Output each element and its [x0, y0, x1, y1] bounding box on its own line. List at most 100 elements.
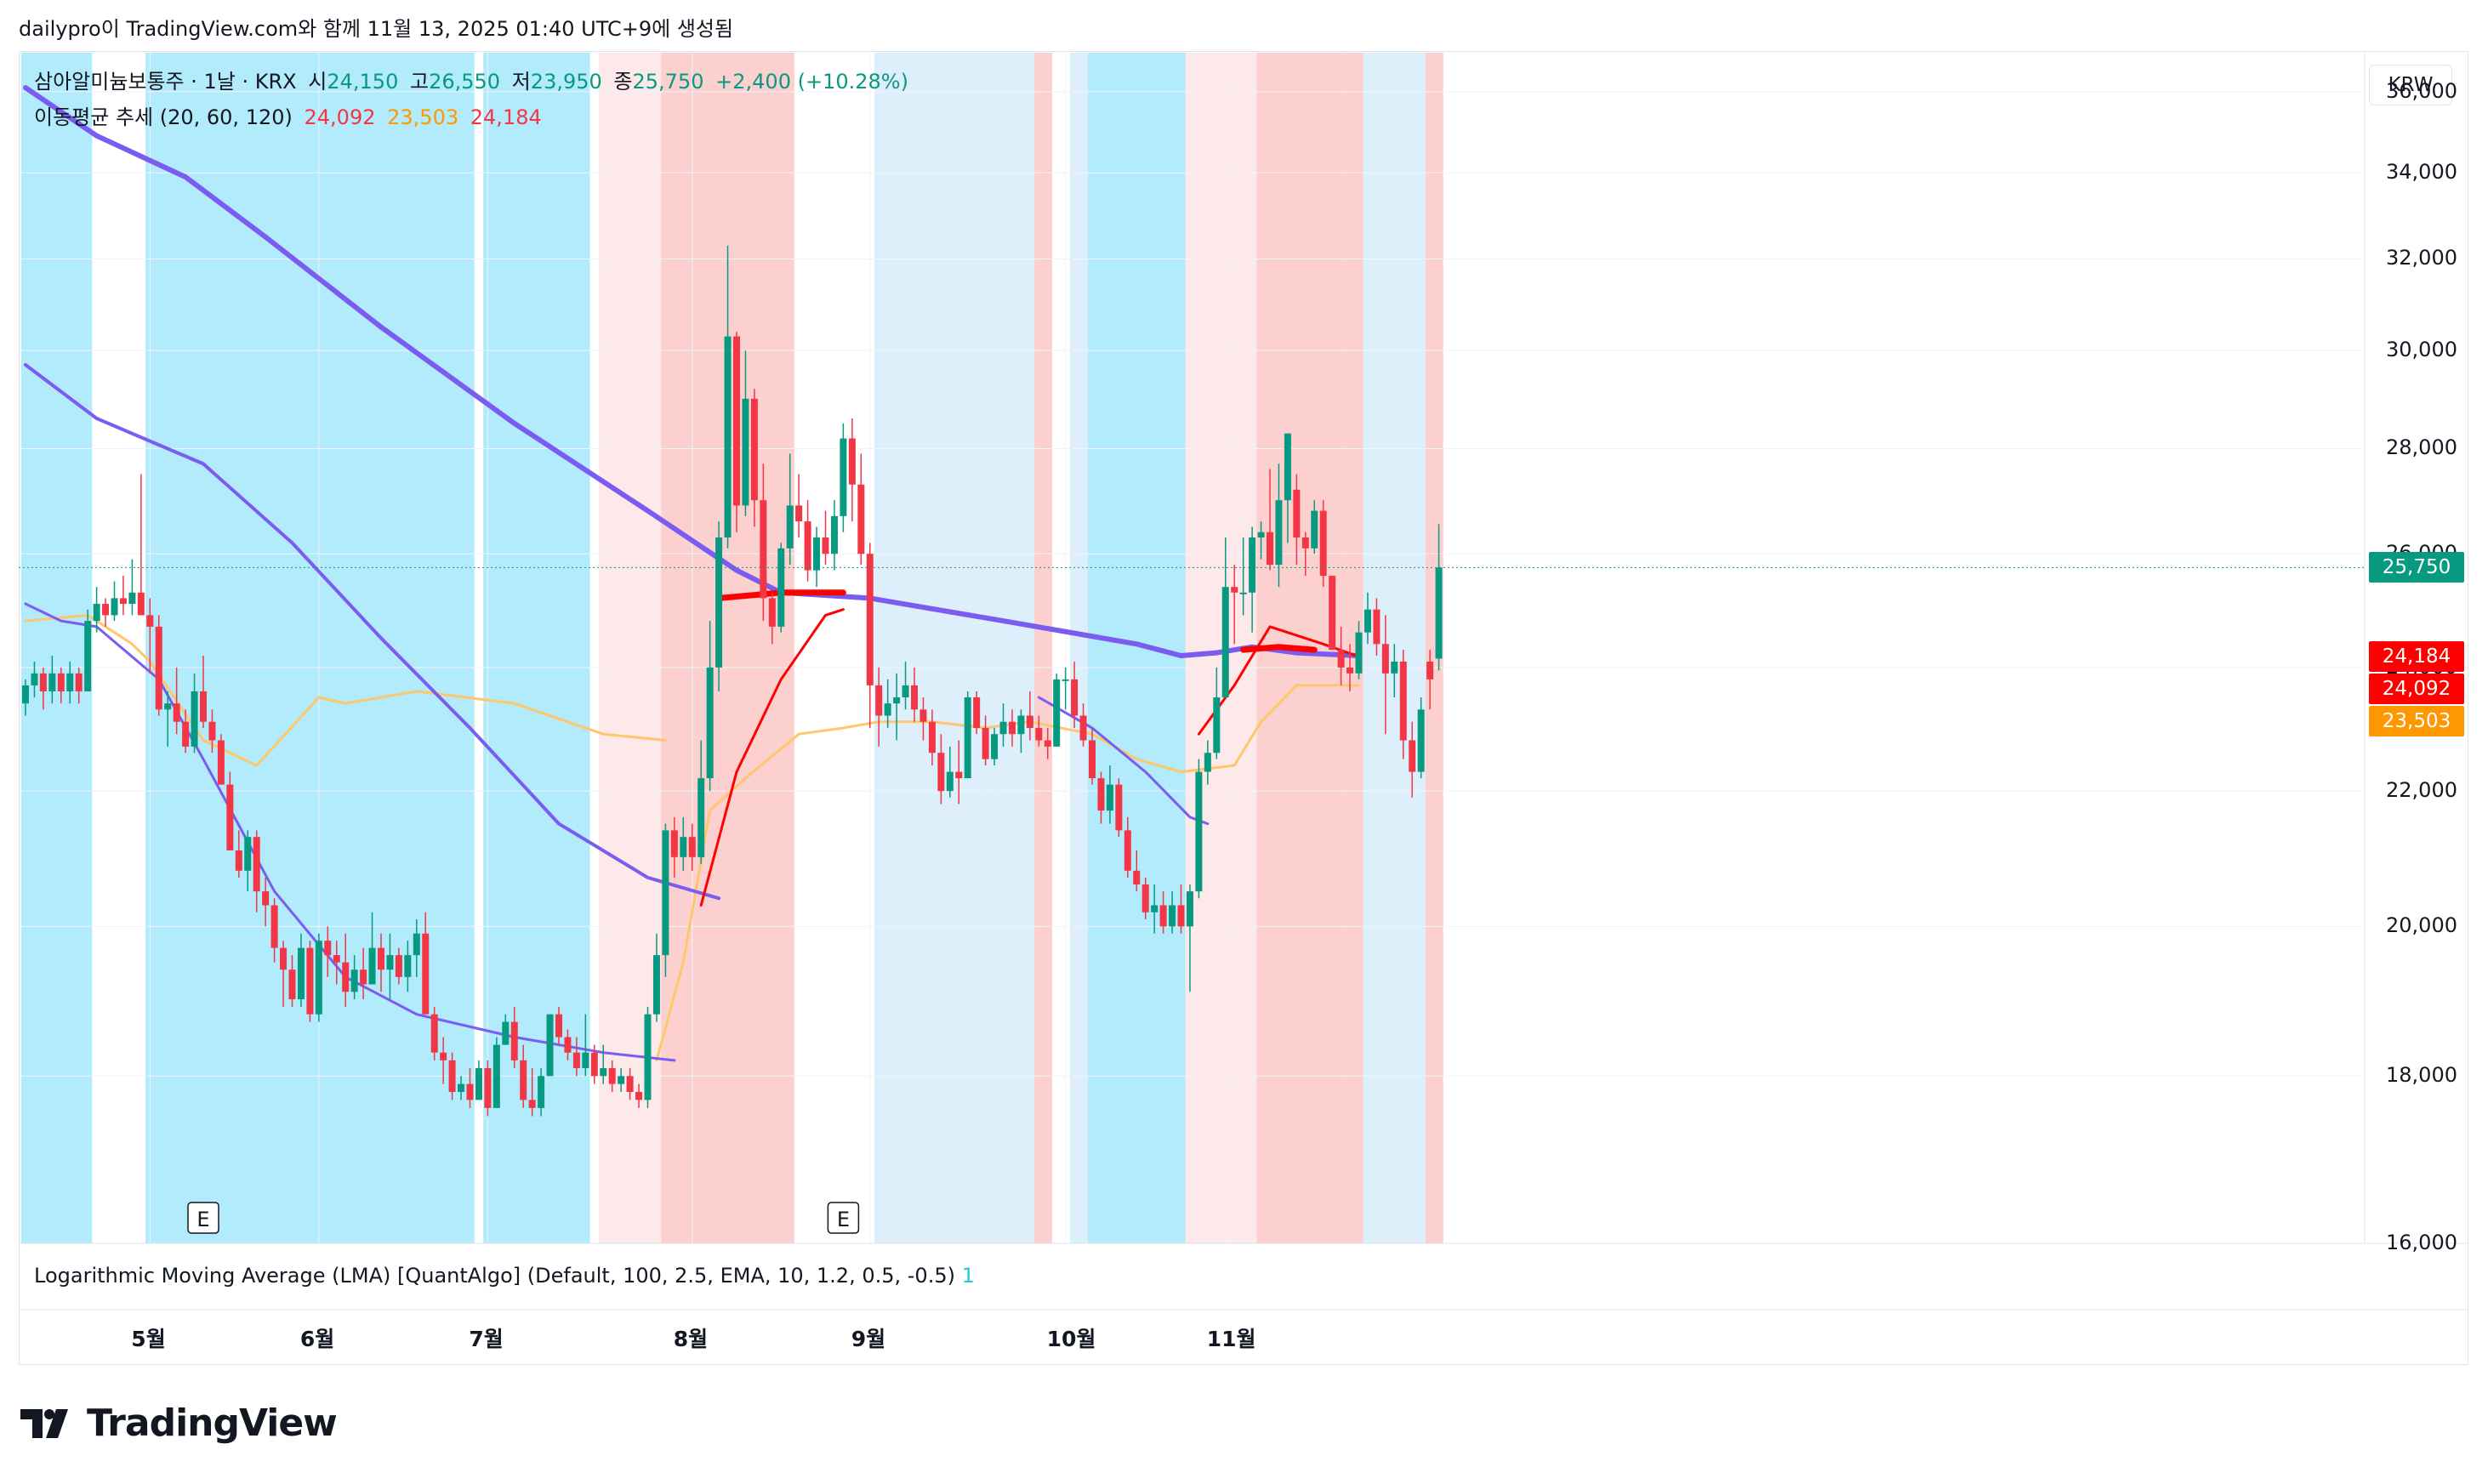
candle-body — [1293, 489, 1301, 538]
candle-body — [1409, 740, 1416, 772]
candle-body — [1381, 644, 1389, 674]
candle-body — [973, 697, 981, 728]
candle-body — [1391, 661, 1398, 674]
candle-body — [697, 778, 705, 857]
candle-body — [413, 933, 420, 956]
candle-body — [768, 598, 776, 627]
candle-body — [492, 1044, 500, 1108]
candle-body — [137, 592, 145, 616]
candle-body — [582, 1052, 589, 1069]
candle-body — [466, 1083, 474, 1100]
candle-body — [84, 621, 92, 691]
price-axis-label: 18,000 — [2386, 1063, 2457, 1088]
candle-body — [1231, 587, 1238, 593]
time-axis-label: 10월 — [1046, 1327, 1096, 1351]
candle-body — [760, 500, 767, 599]
trend-band — [20, 53, 93, 1243]
ma-name[interactable]: 이동평균 추세 (20, 60, 120) — [34, 105, 293, 129]
candle-body — [1329, 576, 1336, 651]
candle-body — [750, 398, 758, 501]
candle-body — [822, 537, 829, 554]
candle-body — [626, 1076, 634, 1092]
candle-body — [1257, 532, 1265, 538]
indicator-value: 1 — [961, 1264, 975, 1288]
price-axis-label: 30,000 — [2386, 338, 2457, 362]
candle-body — [31, 673, 38, 685]
candle-body — [1204, 753, 1211, 772]
symbol-legend: 삼아알미늄보통주 · 1날 · KRX 시24,150 고26,550 저23,… — [34, 65, 914, 94]
low-value: 23,950 — [530, 70, 602, 94]
price-axis-label: 34,000 — [2386, 160, 2457, 185]
candle-body — [795, 505, 803, 522]
candle-body — [128, 592, 136, 605]
candle-body — [440, 1052, 447, 1060]
candle-body — [1239, 592, 1247, 594]
trend-band — [1069, 53, 1088, 1243]
candle-body — [1062, 679, 1069, 681]
price-axis-label: 28,000 — [2386, 435, 2457, 460]
candle-body — [1169, 905, 1176, 927]
candle-body — [1373, 609, 1381, 645]
candle-body — [430, 1014, 438, 1053]
candle-body — [1319, 510, 1327, 577]
candle-body — [448, 1060, 456, 1092]
candle-body — [48, 673, 56, 691]
candle-body — [1275, 500, 1283, 566]
earnings-marker-label: E — [837, 1208, 850, 1231]
ma20-red-line — [699, 608, 845, 907]
price-axis-label: 32,000 — [2386, 246, 2457, 270]
candle-body — [662, 830, 669, 956]
candle-body — [1177, 905, 1185, 927]
currency-button[interactable]: KRW — [2369, 65, 2452, 105]
change-value: +2,400 (+10.28%) — [715, 70, 908, 94]
candle-body — [1213, 697, 1221, 753]
candle-body — [1301, 537, 1309, 549]
candle-body — [39, 673, 47, 691]
symbol-name[interactable]: 삼아알미늄보통주 · 1날 · KRX — [34, 70, 297, 94]
candle-body — [395, 955, 402, 977]
price-tag: 24,184 — [2369, 641, 2464, 673]
candle-body — [111, 598, 118, 616]
candle-body — [191, 691, 198, 747]
candle-body — [1017, 715, 1025, 735]
candle-body — [502, 1021, 510, 1045]
tradingview-logo[interactable]: TradingView — [20, 1402, 338, 1445]
candle-body — [119, 598, 127, 605]
candle-body — [635, 1091, 643, 1100]
candle-body — [378, 947, 384, 970]
candle-body — [991, 734, 999, 759]
candle-body — [715, 537, 723, 668]
indicator-legend[interactable]: Logarithmic Moving Average (LMA) [QuantA… — [34, 1264, 975, 1288]
candle-body — [306, 947, 314, 1015]
candle-body — [804, 521, 811, 571]
price-tag: 23,503 — [2369, 706, 2464, 737]
candle-body — [1195, 771, 1203, 892]
candle-body — [777, 548, 785, 627]
candle-body — [1186, 891, 1193, 927]
trend-band — [599, 53, 662, 1243]
candle-body — [1337, 650, 1345, 668]
candle-body — [742, 398, 749, 506]
time-axis-label: 5월 — [131, 1327, 166, 1351]
candle-body — [288, 969, 296, 1000]
candle-body — [1026, 715, 1033, 728]
candle-body — [1399, 661, 1407, 741]
candle-body — [1249, 537, 1256, 593]
chart-caption: dailypro이 TradingView.com와 함께 11월 13, 20… — [19, 17, 734, 41]
time-axis-label: 8월 — [673, 1327, 709, 1351]
candle-body — [618, 1076, 625, 1084]
candle-body — [1133, 870, 1141, 884]
candle-body — [173, 703, 180, 722]
candle-body — [235, 850, 242, 871]
earnings-marker — [827, 1202, 860, 1234]
candle-body — [270, 905, 278, 948]
trend-band — [1087, 53, 1186, 1243]
candle-body — [200, 691, 207, 722]
candle-body — [1071, 679, 1079, 716]
candle-body — [1364, 609, 1371, 633]
candle-body — [555, 1014, 562, 1038]
candle-body — [1159, 905, 1167, 927]
candle-body — [546, 1014, 554, 1077]
close-label: 종 — [613, 70, 633, 94]
